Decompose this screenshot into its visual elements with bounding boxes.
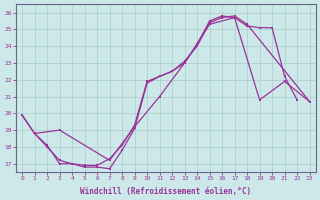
X-axis label: Windchill (Refroidissement éolien,°C): Windchill (Refroidissement éolien,°C) <box>80 187 252 196</box>
